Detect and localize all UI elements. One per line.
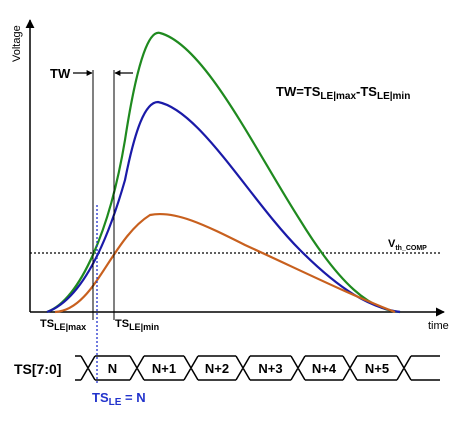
tw-label: TW [50,66,71,81]
ts-max-label: TSLE|max [40,318,86,332]
bus-segment-label: N [108,361,117,376]
bus-label: TS[7:0] [14,361,61,377]
y-axis-label: Voltage [11,25,23,62]
ts-min-label: TSLE|min [115,318,159,332]
tsle-label: TSLE = N [92,390,146,408]
bus-segment-label: N+3 [258,361,282,376]
bus-segment-label: N+2 [205,361,229,376]
x-axis-label: time [428,320,449,332]
curve-green [46,31,401,314]
curve-blue [46,100,401,314]
bus-segment-label: N+1 [152,361,176,376]
bus-segment-label: N+4 [312,361,337,376]
bus-segment-label: N+5 [365,361,389,376]
curve-orange [54,213,396,314]
threshold-label: Vth_COMP [388,238,427,252]
bus-outline [75,355,440,381]
tw-formula: TW=TSLE|max-TSLE|min [276,84,410,102]
bus-waveform: N N+1 N+2 N+3 N+4 N+5 [75,355,440,381]
